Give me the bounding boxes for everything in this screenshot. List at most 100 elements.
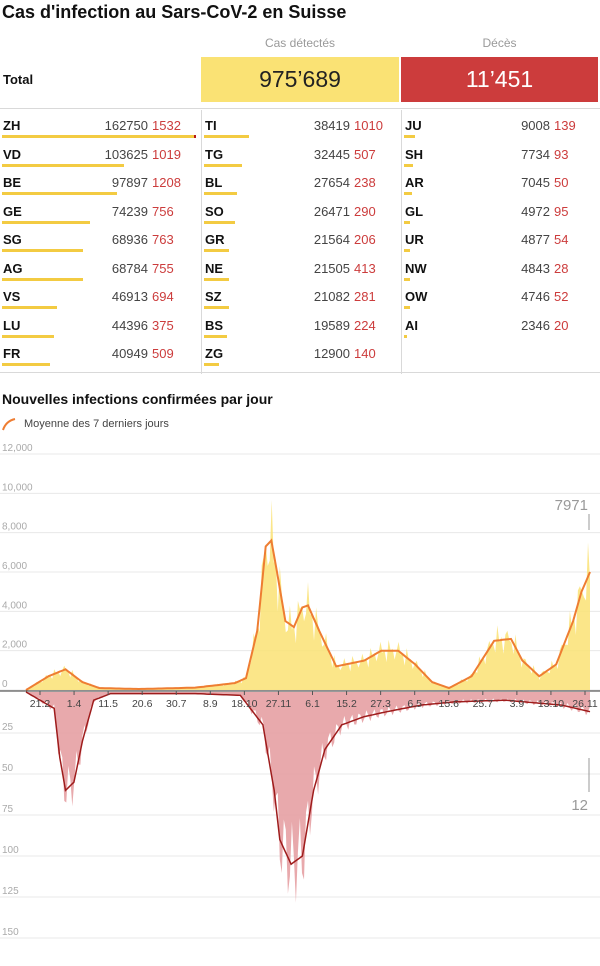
- x-tick-label: 20.6: [132, 698, 153, 710]
- canton-deaths-marker: [194, 135, 196, 138]
- x-tick-label: 27.3: [370, 698, 391, 710]
- canton-cases: 4877: [521, 232, 550, 247]
- canton-cases: 27654: [313, 175, 350, 190]
- canton-column-3: JU 9008 139 SH 7734 93 AR 7045 50 GL 4972 95 UR 4877 5…: [401, 110, 597, 374]
- legend-label: Moyenne des 7 derniers jours: [24, 418, 169, 430]
- x-tick-label: 18.10: [231, 698, 257, 710]
- total-cases-box: 975’689: [201, 57, 399, 102]
- canton-cases: 162750: [104, 118, 148, 133]
- canton-row-be: BE 97897 1208: [0, 167, 196, 195]
- canton-cases-bar: [2, 277, 83, 281]
- canton-code: SZ: [205, 289, 222, 304]
- canton-row-bs: BS 19589 224: [202, 310, 398, 338]
- canton-cases: 7734: [521, 146, 550, 162]
- canton-deaths: 95: [554, 203, 569, 219]
- canton-cases-bar: [404, 192, 412, 195]
- canton-row-nw: NW 4843 28: [402, 253, 598, 281]
- canton-code: VS: [3, 289, 21, 304]
- canton-deaths: 755: [152, 260, 174, 276]
- canton-cases-bar: [204, 277, 229, 281]
- canton-row-fr: FR 40949 509: [0, 338, 196, 366]
- canton-cases-bar: [204, 163, 242, 167]
- canton-code: FR: [3, 346, 21, 361]
- canton-row-tg: TG 32445 507: [202, 139, 398, 167]
- canton-code: GL: [405, 203, 424, 219]
- canton-cases-bar: [204, 249, 229, 252]
- canton-cases-bar: [2, 363, 50, 366]
- canton-deaths: 139: [554, 118, 576, 133]
- canton-deaths: 1532: [152, 118, 181, 133]
- canton-row-vs: VS 46913 694: [0, 281, 196, 309]
- x-tick-label: 15.6: [439, 698, 460, 710]
- canton-row-ur: UR 4877 54: [402, 224, 598, 252]
- canton-cases: 4746: [521, 289, 550, 304]
- canton-deaths: 224: [354, 317, 376, 333]
- x-tick-label: 1.4: [67, 698, 82, 710]
- canton-deaths: 140: [354, 346, 376, 361]
- canton-deaths: 756: [152, 203, 174, 219]
- canton-code: NW: [405, 260, 427, 276]
- infection-chart: 0 2,000 4,000 6,000 8,000 10,000 12,000 25 50 75 1…: [0, 443, 600, 939]
- canton-row-zh: ZH 162750 1532: [0, 110, 196, 138]
- canton-code: GE: [3, 203, 22, 219]
- canton-cases-bar: [2, 135, 196, 138]
- x-tick-label: 25.7: [473, 698, 494, 710]
- canton-row-zg: ZG 12900 140: [202, 338, 398, 366]
- canton-code: BS: [205, 317, 224, 333]
- deaths-line: [25, 691, 591, 866]
- canton-cases-bar: [2, 192, 117, 195]
- y-tick-label: 8,000: [2, 522, 27, 533]
- canton-cases-bar: [2, 249, 83, 252]
- canton-deaths: 50: [554, 175, 569, 190]
- chart-legend: Moyenne des 7 derniers jours: [2, 417, 169, 431]
- daily-cases-area: [26, 500, 590, 690]
- canton-deaths: 93: [554, 146, 569, 162]
- canton-cases: 12900: [313, 346, 350, 361]
- canton-deaths: 507: [354, 146, 376, 162]
- y-tick-label: 25: [2, 722, 14, 733]
- y-tick-label: 0: [2, 679, 8, 690]
- canton-row-lu: LU 44396 375: [0, 310, 196, 338]
- canton-code: AR: [405, 175, 424, 190]
- total-label: Total: [3, 72, 34, 87]
- canton-code: LU: [3, 317, 21, 333]
- x-tick-label: 6.1: [305, 698, 320, 710]
- canton-deaths: 1010: [354, 118, 383, 133]
- canton-cases: 74239: [111, 203, 148, 219]
- cases-column-header: Cas détectés: [264, 36, 336, 50]
- canton-deaths: 281: [354, 289, 376, 304]
- canton-cases-bar: [2, 334, 54, 338]
- canton-cases-bar: [2, 220, 90, 224]
- y-tick-label: 150: [2, 927, 19, 938]
- canton-code: SO: [205, 203, 224, 219]
- total-deaths-box: 11’451: [401, 57, 598, 102]
- canton-deaths: 763: [152, 232, 174, 247]
- canton-cases: 68936: [111, 232, 148, 247]
- y-tick-label: 10,000: [2, 482, 33, 493]
- x-tick-label: 26.11: [572, 698, 598, 710]
- canton-cases-bar: [404, 334, 407, 338]
- y-tick-label: 50: [2, 763, 14, 774]
- canton-cases-bar: [404, 249, 410, 252]
- canton-row-ag: AG 68784 755: [0, 253, 196, 281]
- canton-cases-bar: [404, 306, 410, 309]
- canton-cases-bar: [204, 334, 227, 338]
- canton-cases: 7045: [521, 175, 550, 190]
- canton-code: BL: [205, 175, 223, 190]
- canton-row-sg: SG 68936 763: [0, 224, 196, 252]
- canton-row-ow: OW 4746 52: [402, 281, 598, 309]
- canton-deaths: 52: [554, 289, 569, 304]
- canton-code: VD: [3, 146, 22, 162]
- latest-deaths-label: 12: [571, 797, 588, 814]
- canton-cases-bar: [404, 163, 413, 167]
- canton-row-gr: GR 21564 206: [202, 224, 398, 252]
- canton-cases: 21505: [313, 260, 350, 276]
- x-tick-label: 13.10: [538, 698, 564, 710]
- y-tick-label: 125: [2, 886, 19, 897]
- canton-deaths: 54: [554, 232, 569, 247]
- x-tick-label: 21.2: [30, 698, 51, 710]
- canton-cases: 32445: [313, 146, 350, 162]
- canton-cases: 19589: [313, 317, 350, 333]
- daily-deaths-area: [26, 692, 590, 903]
- canton-row-sh: SH 7734 93: [402, 139, 598, 167]
